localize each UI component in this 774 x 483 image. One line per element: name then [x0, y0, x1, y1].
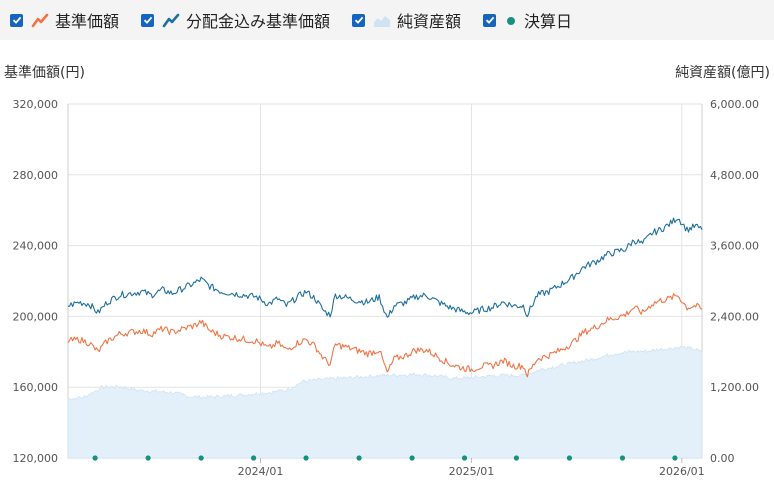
settlement-dot [145, 455, 151, 461]
series-nav-line [67, 293, 703, 378]
x-tick-label: 2026/01 [659, 465, 705, 478]
right-axis-title: 純資産額(億円) [675, 65, 770, 81]
legend-label: 決算日 [524, 12, 573, 31]
y-left-tick-label: 160,000 [13, 381, 59, 394]
legend-label: 分配金込み基準価額 [186, 12, 331, 31]
legend-bar: 基準価額 分配金込み基準価額 純資産額 決算日 [0, 0, 774, 40]
legend-item-3[interactable]: 純資産額 [352, 8, 461, 32]
settlement-dot [92, 455, 98, 461]
y-left-tick-label: 280,000 [13, 169, 59, 182]
y-right-tick-label: 6,000.00 [710, 98, 759, 111]
series-nav-with-distributions-line [67, 217, 703, 318]
y-left-tick-label: 120,000 [13, 452, 59, 465]
legend-label: 純資産額 [397, 12, 462, 31]
legend-checkbox[interactable] [483, 13, 497, 27]
y-left-tick-label: 200,000 [13, 310, 59, 323]
legend-item-2[interactable]: 分配金込み基準価額 [141, 8, 330, 32]
settlement-dot [672, 455, 678, 461]
dot-icon [504, 12, 518, 28]
settlement-dot [356, 455, 362, 461]
legend-checkbox[interactable] [141, 13, 155, 27]
area-icon [373, 12, 391, 28]
y-right-tick-label: 4,800.00 [710, 169, 759, 182]
settlement-dot [303, 455, 309, 461]
settlement-dot [198, 455, 204, 461]
line-icon [162, 12, 180, 28]
legend-checkbox[interactable] [10, 13, 23, 27]
settlement-dot [250, 455, 257, 461]
y-right-tick-label: 2,400.00 [710, 310, 759, 323]
series-net-assets-area [67, 345, 703, 459]
y-right-tick-label: 3,600.00 [710, 240, 759, 253]
left-axis-title: 基準価額(円) [4, 65, 85, 81]
settlement-dot [566, 455, 573, 461]
x-tick-label: 2024/01 [238, 465, 284, 478]
legend-item-4[interactable]: 決算日 [483, 8, 572, 32]
settlement-dot [409, 455, 415, 461]
legend-checkbox[interactable] [352, 13, 366, 27]
y-left-tick-label: 240,000 [13, 240, 59, 253]
y-left-tick-label: 320,000 [13, 98, 59, 111]
settlement-dot [461, 455, 468, 461]
legend-item-1[interactable]: 基準価額 [10, 8, 119, 32]
y-right-tick-label: 1,200.00 [710, 381, 759, 394]
line-icon [31, 12, 49, 28]
legend-label: 基準価額 [55, 12, 120, 31]
x-tick-label: 2025/01 [449, 465, 495, 478]
settlement-dot [619, 455, 626, 461]
y-right-tick-label: 0.00 [710, 452, 735, 465]
settlement-dot [513, 455, 520, 461]
